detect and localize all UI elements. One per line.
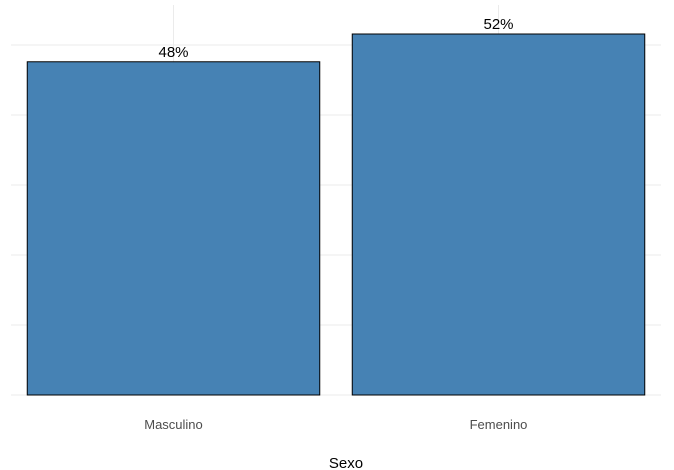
bar-masculino	[26, 61, 321, 396]
x-axis-title: Sexo	[329, 455, 363, 470]
data-label-masculino: 48%	[158, 44, 188, 61]
bars	[26, 33, 646, 396]
x-tick-label-femenino: Femenino	[470, 417, 528, 432]
data-labels: 48% 52%	[158, 16, 513, 61]
x-tick-label-masculino: Masculino	[144, 417, 203, 432]
x-axis-ticks: Masculino Femenino	[144, 417, 527, 432]
bar-femenino	[351, 33, 646, 396]
data-label-femenino: 52%	[483, 16, 513, 33]
